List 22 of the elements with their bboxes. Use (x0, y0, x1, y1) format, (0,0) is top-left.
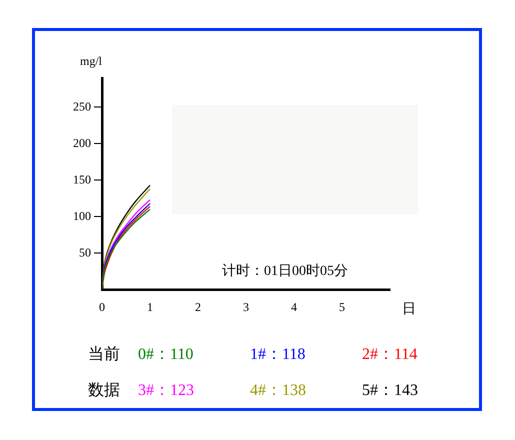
text: 3#：123 (138, 380, 195, 400)
x-axis-title: 日 (402, 301, 416, 318)
x-tick-label: 2 (195, 300, 201, 314)
text: 数据 (88, 380, 121, 400)
x-tick-label: 4 (291, 300, 297, 314)
text: 1#：118 (250, 344, 306, 364)
x-tick-label: 0 (99, 300, 105, 314)
y-tick-label: 200 (73, 136, 91, 150)
y-tick-label: 50 (79, 245, 91, 260)
text: 4#：138 (250, 380, 307, 400)
text: 5#：143 (362, 380, 419, 400)
y-axis-title: mg/l (80, 54, 102, 69)
y-tick-label: 250 (73, 99, 91, 114)
x-tick-label: 3 (243, 300, 249, 314)
annotation: 计时：01日00时05分 (222, 262, 348, 280)
text: 2#：114 (362, 344, 418, 364)
x-tick-label: 1 (147, 300, 153, 314)
text: 0#：110 (138, 344, 194, 364)
y-tick-label: 100 (73, 208, 91, 223)
y-tick-label: 150 (73, 172, 91, 186)
text: 当前 (88, 344, 121, 364)
x-tick-label: 5 (339, 300, 345, 314)
